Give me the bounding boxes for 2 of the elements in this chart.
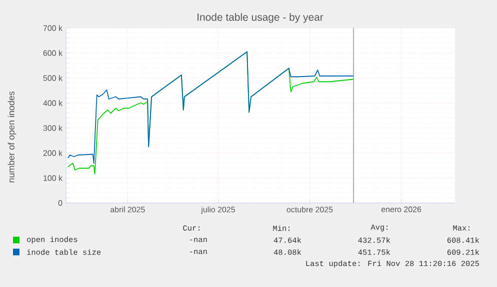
chart-title: Inode table usage - by year [198,13,324,23]
y-axis-title: number of open inodes [8,91,16,182]
